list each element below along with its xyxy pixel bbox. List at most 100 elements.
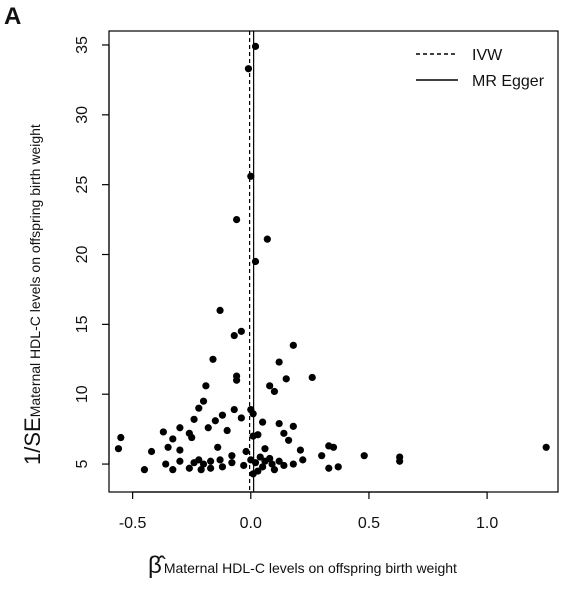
data-point — [117, 433, 125, 442]
data-point — [214, 443, 222, 451]
data-point — [199, 460, 208, 468]
data-point — [263, 235, 271, 243]
data-point — [159, 428, 167, 436]
data-point — [114, 445, 123, 453]
svg-text:1/SEMaternal HDL-C levels on o: 1/SEMaternal HDL-C levels on offspring b… — [20, 124, 45, 465]
legend-label-mr-egger: MR Egger — [472, 73, 545, 90]
data-point — [147, 447, 156, 456]
data-point — [140, 466, 149, 474]
data-point — [282, 375, 290, 383]
data-point — [280, 461, 288, 470]
data-point — [211, 417, 219, 425]
data-point — [289, 460, 297, 468]
y-tick-label: 10 — [74, 385, 91, 403]
data-point — [251, 257, 260, 266]
y-tick-label: 5 — [74, 460, 91, 469]
data-point — [169, 435, 177, 443]
x-axis-title: β̂ Maternal HDL-C levels on offspring bir… — [148, 552, 457, 579]
data-point — [270, 466, 279, 474]
x-axis-title-sub: Maternal HDL-C levels on offspring birth… — [164, 560, 457, 576]
y-axis: 5 10 15 20 25 30 35 — [74, 36, 110, 469]
data-point — [237, 327, 245, 335]
data-point — [266, 454, 274, 463]
y-tick-label: 35 — [74, 36, 91, 54]
x-axis-title-main: β̂ — [148, 552, 166, 579]
data-point — [237, 414, 245, 422]
data-point — [268, 460, 276, 468]
data-point — [318, 452, 326, 460]
data-point — [270, 387, 279, 396]
data-point — [280, 429, 288, 437]
data-point — [176, 424, 184, 432]
data-point — [230, 331, 238, 340]
data-point — [185, 464, 193, 472]
data-point — [230, 405, 238, 414]
x-tick-label: 1.0 — [476, 515, 498, 532]
data-point — [249, 470, 257, 478]
data-point — [242, 447, 250, 456]
y-tick-label: 15 — [74, 315, 91, 333]
data-point — [299, 456, 307, 464]
x-tick-label: -0.5 — [119, 515, 147, 532]
y-axis-title-sub: Maternal HDL-C levels on offspring birth… — [27, 124, 43, 417]
x-axis: -0.5 0.0 0.5 1.0 — [119, 491, 498, 532]
x-tick-label: 0.0 — [240, 515, 262, 532]
data-point — [275, 358, 283, 366]
data-point — [249, 410, 257, 418]
data-point — [289, 422, 297, 430]
data-point — [169, 466, 177, 474]
data-point — [334, 463, 342, 471]
y-tick-label: 25 — [74, 176, 91, 194]
data-point — [254, 431, 262, 439]
data-point — [228, 459, 236, 467]
y-tick-label: 20 — [74, 246, 91, 264]
data-point — [360, 452, 368, 460]
data-point — [308, 373, 316, 382]
data-point — [247, 172, 255, 180]
data-point — [244, 65, 253, 73]
data-point — [285, 436, 293, 444]
data-points — [114, 42, 550, 478]
data-point — [223, 426, 231, 435]
data-point — [259, 463, 267, 471]
data-point — [259, 418, 267, 426]
legend: IVW MR Egger — [416, 47, 545, 90]
x-tick-label: 0.5 — [358, 515, 380, 532]
data-point — [289, 341, 297, 349]
data-point — [197, 466, 205, 474]
data-point — [176, 446, 184, 454]
data-point — [188, 433, 196, 442]
data-point — [240, 461, 248, 470]
data-point — [329, 443, 338, 451]
data-point — [195, 456, 203, 464]
y-axis-title-main: 1/SE — [20, 417, 45, 465]
data-point — [325, 464, 333, 472]
data-point — [207, 457, 215, 465]
data-point — [209, 355, 217, 363]
data-point — [218, 463, 227, 471]
data-point — [207, 464, 215, 472]
data-point — [542, 443, 550, 451]
data-point — [396, 457, 404, 465]
data-point — [199, 397, 208, 405]
legend-label-ivw: IVW — [472, 47, 503, 64]
data-point — [233, 215, 241, 224]
data-point — [190, 415, 198, 423]
data-point — [296, 446, 305, 454]
data-point — [251, 459, 260, 467]
data-point — [233, 376, 241, 384]
data-point — [202, 382, 210, 390]
data-point — [176, 457, 184, 465]
data-point — [256, 453, 264, 461]
panel-label: A — [4, 3, 21, 30]
data-point — [266, 382, 274, 390]
data-point — [162, 460, 170, 468]
y-tick-label: 30 — [74, 106, 91, 124]
data-point — [228, 452, 236, 460]
svg-text:β̂Maternal HDL-C levels on off: β̂ Maternal HDL-C levels on offspring bir… — [148, 552, 457, 579]
data-point — [275, 419, 283, 428]
data-point — [261, 445, 269, 453]
data-point — [216, 306, 224, 314]
